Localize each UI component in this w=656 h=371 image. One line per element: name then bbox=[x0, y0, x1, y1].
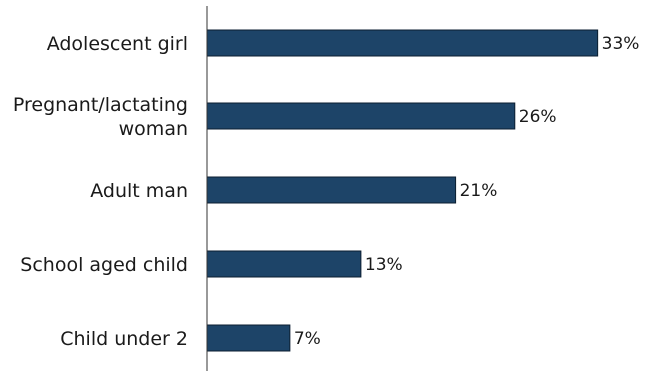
category-label: Adolescent girl bbox=[47, 33, 188, 55]
category-labels: Adolescent girl Pregnant/lactating woman Ad… bbox=[13, 33, 188, 350]
data-label: 7% bbox=[294, 329, 321, 349]
category-label: Pregnant/lactating woman bbox=[13, 94, 188, 140]
bar bbox=[206, 29, 599, 57]
data-label: 21% bbox=[460, 181, 498, 201]
category-label: Child under 2 bbox=[60, 328, 188, 350]
category-label-line: Adult man bbox=[90, 180, 188, 202]
bar bbox=[206, 102, 516, 130]
data-labels: 33% 26% 21% 13% 7% bbox=[294, 34, 640, 349]
category-label-line: Adolescent girl bbox=[47, 33, 188, 55]
bar bbox=[206, 324, 291, 352]
data-label: 33% bbox=[602, 34, 640, 54]
category-label-line: Child under 2 bbox=[60, 328, 188, 350]
data-label: 26% bbox=[519, 107, 557, 127]
bar bbox=[206, 176, 457, 204]
category-label: Adult man bbox=[90, 180, 188, 202]
category-label-line: woman bbox=[119, 118, 188, 140]
category-label-line: School aged child bbox=[20, 254, 188, 276]
category-label: School aged child bbox=[20, 254, 188, 276]
bar bbox=[206, 250, 362, 278]
data-label: 13% bbox=[365, 255, 403, 275]
category-label-line: Pregnant/lactating bbox=[13, 94, 188, 116]
bars bbox=[206, 29, 599, 352]
